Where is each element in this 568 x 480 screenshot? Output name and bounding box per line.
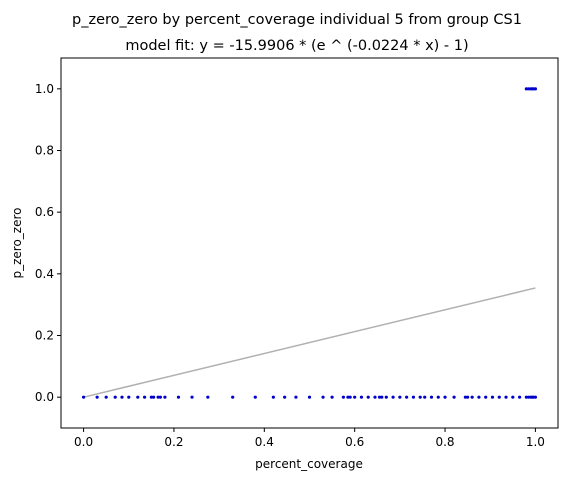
y-tick-label: 0.6 [35,205,54,219]
data-point [149,395,153,399]
y-tick-label: 0.8 [35,144,54,158]
data-point [524,87,528,91]
data-point [524,395,528,399]
data-point [321,395,325,399]
data-point [484,395,488,399]
axes-frame [60,57,559,429]
data-point [527,395,531,399]
x-tick-label: 0.6 [345,435,364,449]
data-point [127,395,131,399]
plot-area [60,57,559,429]
data-point [490,395,495,399]
data-point [158,395,162,399]
data-point [142,395,147,399]
data-point [418,395,422,399]
data-point [330,395,334,399]
x-tick-label: 0.0 [74,435,93,449]
data-point [533,395,538,399]
data-point [443,395,447,399]
data-point [497,395,501,399]
data-point [373,395,377,399]
data-point [190,395,194,399]
data-point [120,395,124,399]
x-axis-label: percent_coverage [255,457,363,471]
chart-title: p_zero_zero by percent_coverage individu… [72,12,522,28]
data-point [346,395,350,399]
data-point [517,395,522,399]
data-point [470,395,474,399]
data-point [398,395,402,399]
data-point [511,395,515,399]
data-point [152,395,156,399]
y-axis-ticks: 0.0 0.2 0.4 0.6 0.8 1.0 [35,82,61,404]
data-point [176,395,181,399]
data-point [527,87,531,91]
data-point [504,395,508,399]
data-point [163,395,167,399]
data-point [533,87,538,91]
data-point [380,395,384,399]
y-tick-label: 0.2 [35,329,54,343]
y-tick-label: 0.4 [35,267,54,281]
x-tick-label: 0.4 [255,435,274,449]
data-point [136,395,140,399]
x-tick-label: 0.2 [164,435,183,449]
data-point [95,395,99,399]
x-tick-label: 1.0 [526,435,545,449]
data-point [341,395,345,399]
data-point [81,395,86,399]
data-point [436,395,440,399]
data-point [411,395,416,399]
data-point [452,395,456,399]
chart-subtitle: model fit: y = -15.9906 * (e ^ (-0.0224 … [125,38,468,54]
x-tick-label: 0.8 [435,435,454,449]
data-point [405,395,409,399]
data-point [366,395,370,399]
y-tick-label: 1.0 [35,82,54,96]
data-point [348,395,352,399]
data-point [271,395,275,399]
y-axis-label: p_zero_zero [10,207,24,278]
data-point [353,395,357,399]
data-point [206,395,210,399]
data-point [391,395,395,399]
data-point [104,395,108,399]
data-point [231,395,235,399]
data-point [384,395,388,399]
data-point [294,395,298,399]
data-point [466,395,470,399]
data-point [423,395,427,399]
data-point [463,395,467,399]
y-tick-label: 0.0 [35,390,54,404]
data-point [156,395,160,399]
data-point [359,395,364,399]
data-point [113,395,117,399]
data-points [81,87,538,399]
data-point [253,395,257,399]
data-point [429,395,434,399]
data-point [477,395,481,399]
data-point [307,395,312,399]
fit-line [83,287,536,398]
data-point [377,395,382,399]
x-axis-ticks: 0.0 0.2 0.4 0.6 0.8 1.0 [74,428,545,449]
data-point [283,395,287,399]
